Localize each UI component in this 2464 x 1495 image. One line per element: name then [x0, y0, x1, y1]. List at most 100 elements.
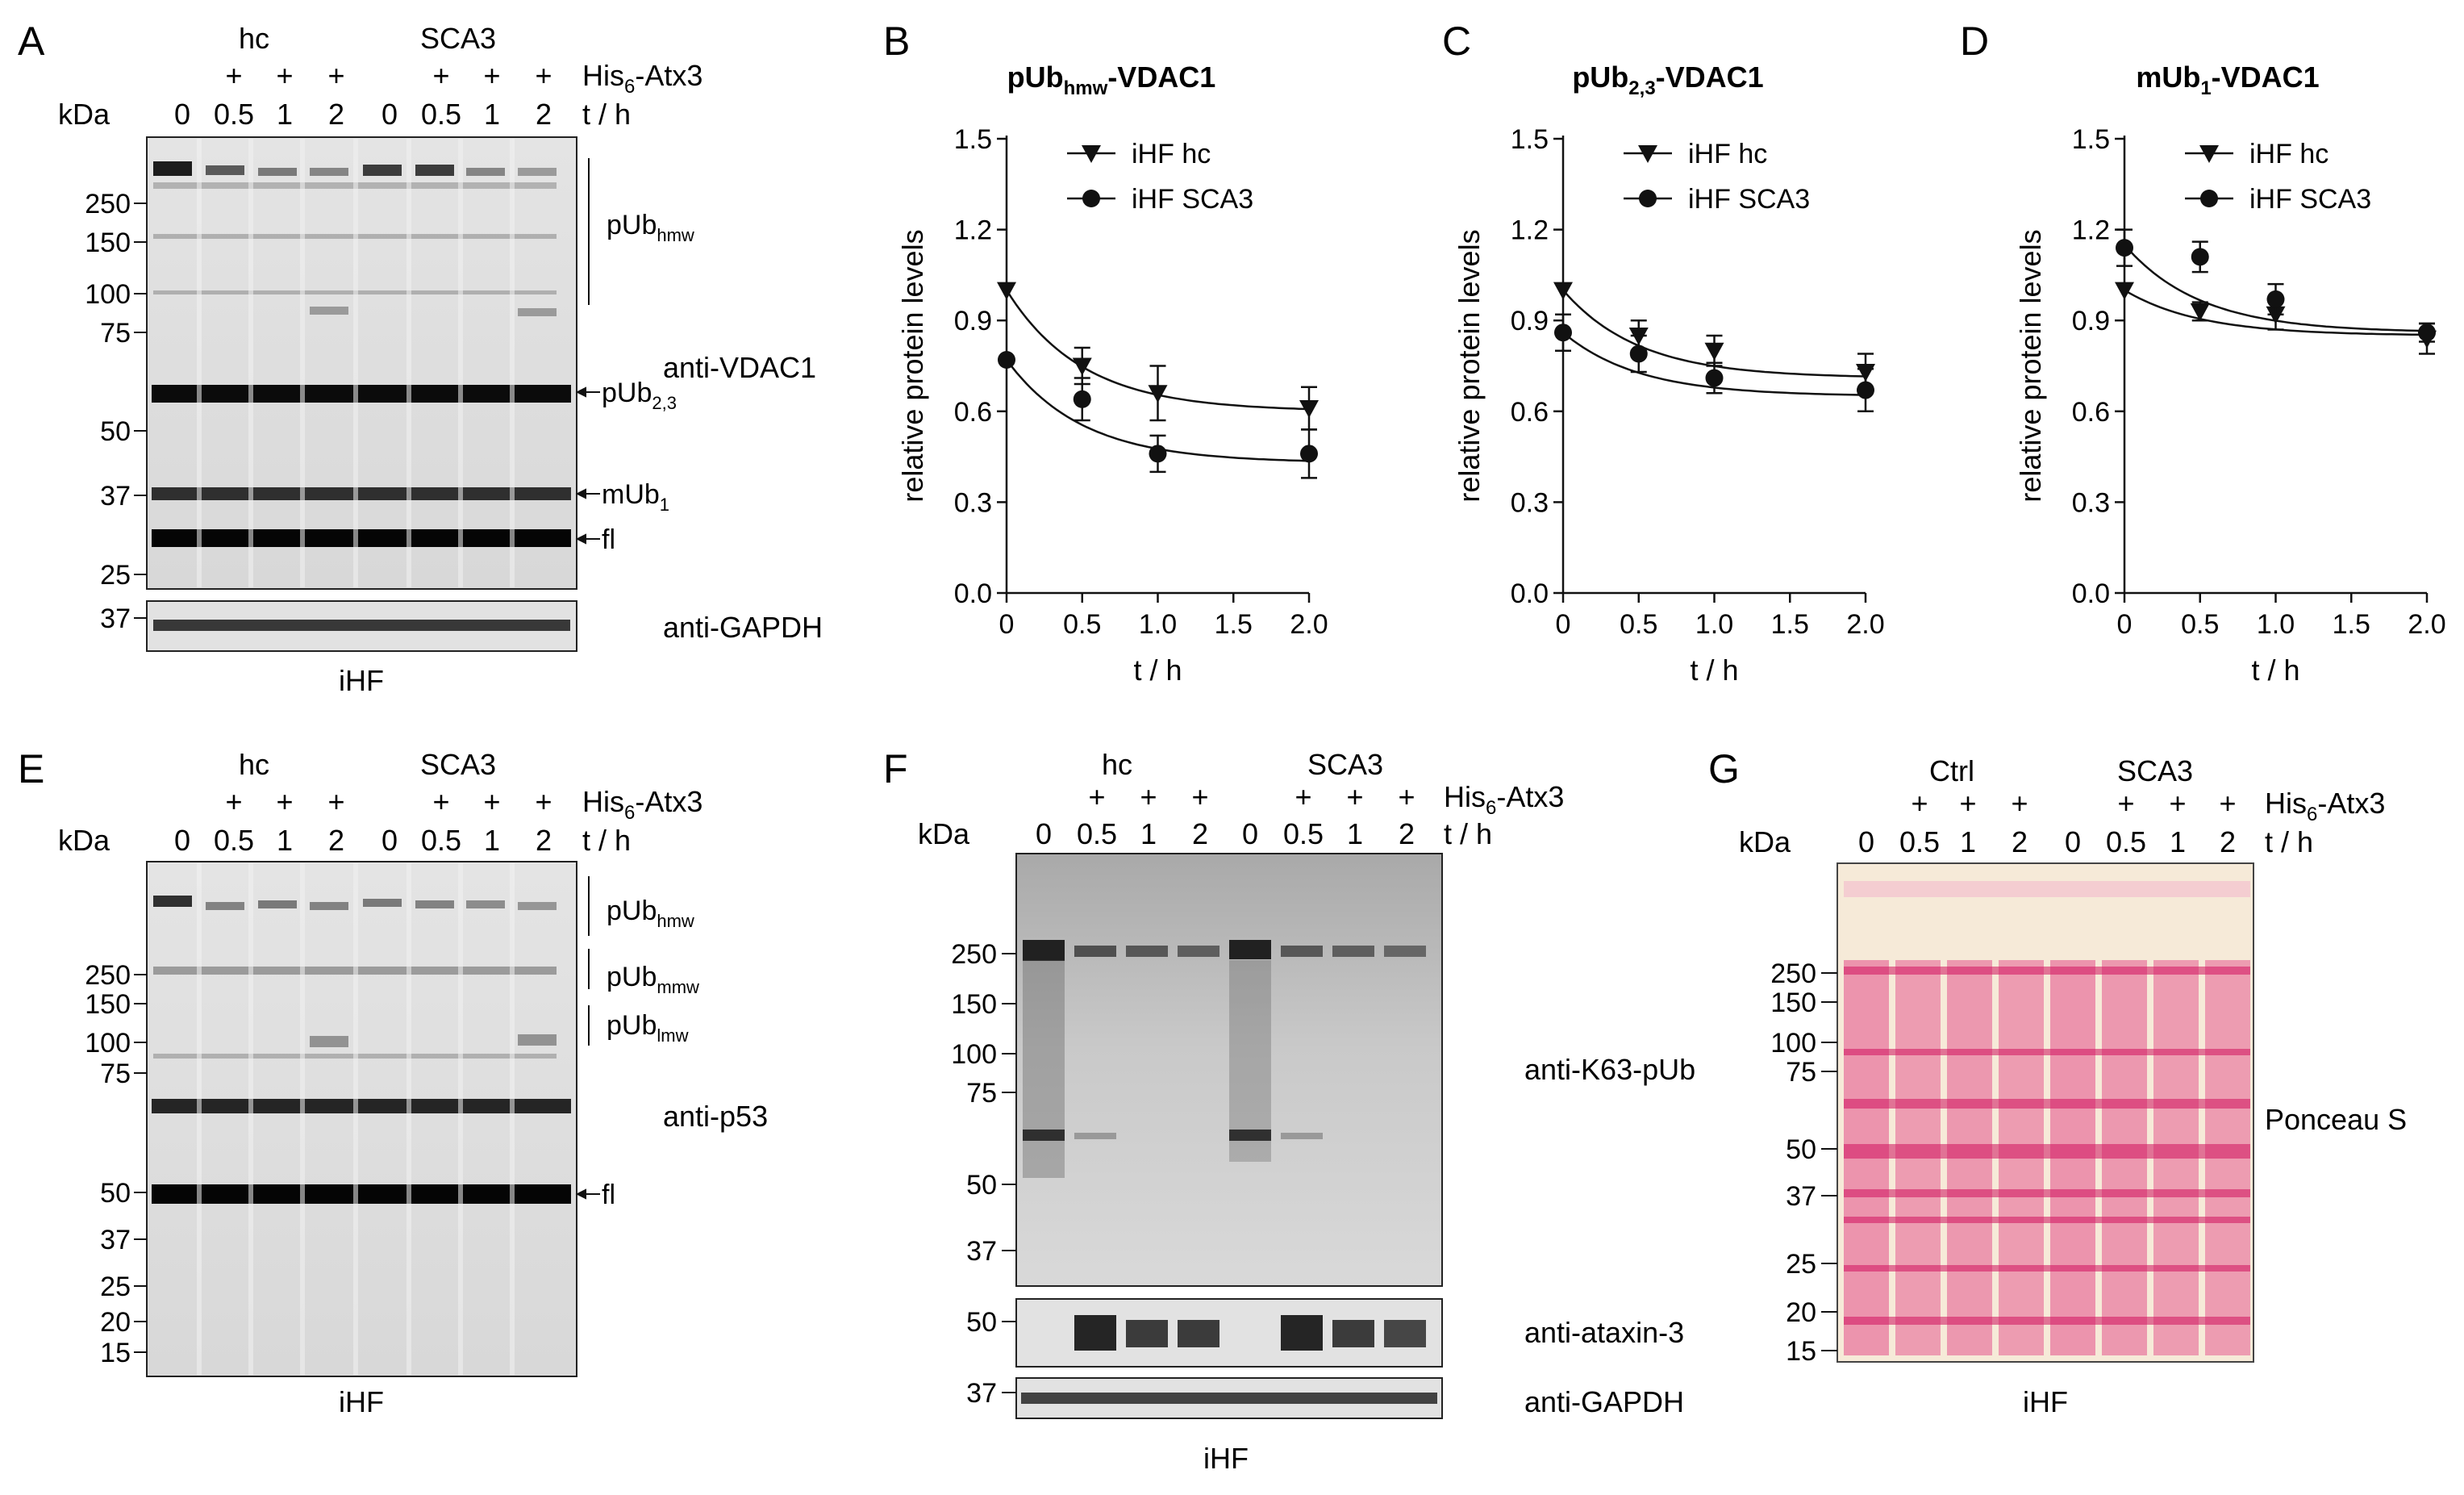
time-label: 0.5 [214, 98, 254, 131]
x-axis-label: t / h [1133, 654, 1182, 687]
panel-e: hc SCA3 + + + + + + His6-Atx3 kDa 0 0.5 … [58, 748, 768, 1418]
group-label-sca3: SCA3 [2117, 754, 2193, 787]
time-label: 1 [1140, 817, 1157, 850]
legend-label: iHF SCA3 [1688, 184, 1810, 215]
marker-label: 37 [966, 1378, 997, 1409]
time-unit-label: t / h [1444, 817, 1492, 850]
x-axis-label: t / h [2251, 654, 2299, 687]
legend-label: iHF SCA3 [1132, 184, 1253, 215]
marker-label: 150 [1770, 988, 1816, 1018]
panel-letter-e: E [18, 746, 44, 791]
plus-sign: + [276, 59, 293, 92]
x-tick-label: 0.5 [1063, 609, 1101, 640]
blot-vdac1 [146, 136, 577, 590]
time-label: 0.5 [1899, 825, 1940, 858]
panel-a: hc SCA3 + + + + + + His6-Atx3 kDa 0 0.5 … [58, 22, 823, 697]
time-label: 2 [2220, 825, 2236, 858]
time-label: 1 [484, 98, 500, 131]
data-point-circle [998, 350, 1015, 369]
data-point-circle [2418, 324, 2436, 342]
ataxin3-bands [1074, 1315, 1426, 1351]
marker-label: 75 [966, 1078, 997, 1109]
arrow-label-mub1: mUb1 [602, 479, 669, 515]
x-tick-label: 0 [1556, 609, 1571, 640]
x-tick-label: 1.5 [1215, 609, 1253, 640]
time-unit-label: t / h [582, 98, 631, 131]
plus-sign: + [1959, 787, 1976, 820]
his-atx3-label: His6-Atx3 [582, 785, 703, 824]
marker-label: 37 [1786, 1181, 1816, 1212]
legend-label: iHF hc [2249, 139, 2329, 169]
x-tick-label: 2.0 [2408, 609, 2445, 640]
antibody-label-gapdh: anti-GAPDH [1524, 1385, 1684, 1418]
marker-label: 50 [100, 1178, 131, 1209]
time-label: 1 [1960, 825, 1976, 858]
marker-label: 37 [100, 481, 131, 512]
plus-sign: + [2011, 787, 2028, 820]
x-tick-label: 1.0 [2257, 609, 2295, 640]
data-point-triangle [997, 282, 1016, 300]
marker-label: 50 [1786, 1134, 1816, 1165]
time-label: 0 [1242, 817, 1258, 850]
time-label: 0 [174, 98, 190, 131]
ponceau-lanes [1844, 881, 2250, 1355]
x-tick-label: 1.0 [1695, 609, 1733, 640]
data-point-circle [1857, 381, 1874, 399]
chart-title-main: pUb [1572, 61, 1628, 94]
time-label: 0.5 [1077, 817, 1117, 850]
cell-line-label: iHF [1203, 1442, 1249, 1475]
y-tick-label: 0.6 [1511, 397, 1549, 428]
legend-marker-triangle [1082, 145, 1101, 163]
legend-marker-circle [1639, 190, 1657, 207]
time-label: 2 [328, 824, 344, 857]
cell-line-label: iHF [2023, 1385, 2068, 1418]
chart-title-sub: 1 [2200, 77, 2211, 99]
data-point-triangle [1148, 385, 1168, 403]
group-label-sca3: SCA3 [1307, 748, 1383, 781]
kda-label: kDa [58, 824, 110, 857]
plus-sign: + [225, 785, 242, 818]
blot-vdac1-bands [152, 139, 571, 587]
marker-label: 25 [100, 560, 131, 591]
data-point-triangle [2190, 303, 2210, 321]
kda-label: kDa [58, 98, 110, 131]
his-atx3-label: His6-Atx3 [1444, 780, 1564, 819]
plus-sign: + [327, 785, 344, 818]
antibody-label-k63: anti-K63-pUb [1524, 1053, 1695, 1086]
legend-marker-circle [1082, 190, 1100, 207]
panel-letter-g: G [1708, 746, 1740, 791]
time-label: 2 [536, 824, 552, 857]
y-tick-label: 0.9 [954, 306, 992, 336]
panel-letter-c: C [1442, 19, 1471, 64]
marker-label: 50 [100, 416, 131, 447]
x-tick-label: 2.0 [1290, 609, 1328, 640]
legend-marker-circle [2200, 190, 2218, 207]
data-point-circle [2116, 239, 2133, 257]
time-label: 0 [381, 824, 398, 857]
x-tick-label: 1.5 [2333, 609, 2370, 640]
marker-label: 50 [966, 1307, 997, 1338]
plus-sign: + [2169, 787, 2186, 820]
panel-g: Ctrl SCA3 + + + + + + His6-Atx3 kDa 0 0.… [1739, 754, 2407, 1418]
data-point-circle [1705, 369, 1724, 387]
y-tick-label: 1.2 [1511, 215, 1549, 246]
x-tick-label: 0 [999, 609, 1015, 640]
y-tick-label: 0.3 [1511, 487, 1549, 518]
chart-title-main: mUb [2136, 61, 2200, 94]
y-tick-label: 0.9 [2072, 306, 2110, 336]
y-tick-label: 0.0 [1511, 578, 1549, 609]
cell-line-label: iHF [339, 664, 384, 697]
arrow-label-fl: fl [602, 524, 615, 555]
marker-label: 20 [100, 1307, 131, 1338]
time-label: 1 [2170, 825, 2186, 858]
markers-a: 250 150 100 75 50 37 25 37 [85, 189, 131, 634]
y-tick-label: 0.3 [954, 487, 992, 518]
data-point-circle [1073, 390, 1091, 408]
time-label: 2 [2012, 825, 2028, 858]
chart-b: pUbhmw-VDAC1 0.0 0.3 0.6 0.9 1.2 1.5 0 0.5 1.0 1.5… [896, 61, 1328, 687]
x-tick-label: 0 [2117, 609, 2133, 640]
marker-label: 37 [966, 1236, 997, 1267]
data-point-circle [1149, 445, 1167, 463]
marker-label: 100 [951, 1039, 997, 1070]
